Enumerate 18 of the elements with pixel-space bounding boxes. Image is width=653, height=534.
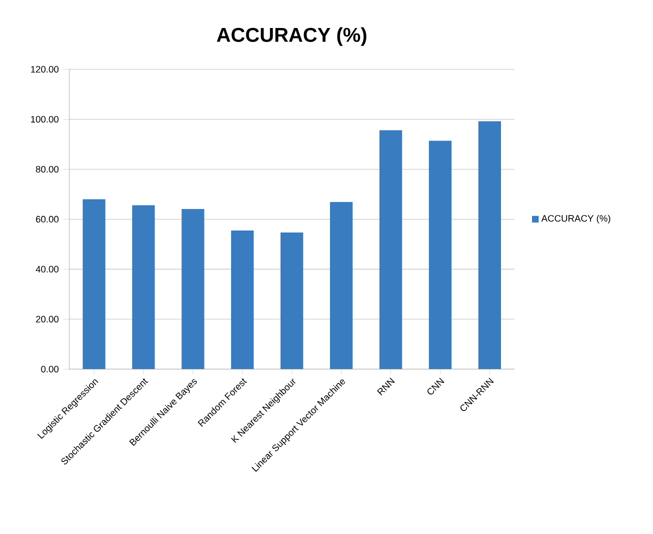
- y-tick-label: 40.00: [36, 266, 59, 272]
- bar: [428, 140, 452, 369]
- bar: [231, 230, 254, 369]
- bar: [132, 205, 155, 369]
- y-tick-label: 20.00: [36, 316, 59, 322]
- bar: [82, 199, 106, 369]
- bar: [182, 208, 204, 369]
- chart-title: ACCURACY (%): [216, 27, 366, 46]
- y-tick-label: 80.00: [36, 166, 59, 172]
- legend-label: ACCURACY (%): [541, 214, 610, 224]
- y-tick-label: 100.00: [31, 116, 59, 122]
- y-tick-label: 60.00: [36, 216, 59, 222]
- y-tick-label: 120.00: [31, 66, 59, 72]
- y-tick-label: 0.00: [41, 366, 59, 372]
- bar: [379, 130, 402, 369]
- bar: [330, 202, 353, 369]
- bar: [280, 232, 304, 369]
- bar: [478, 121, 502, 369]
